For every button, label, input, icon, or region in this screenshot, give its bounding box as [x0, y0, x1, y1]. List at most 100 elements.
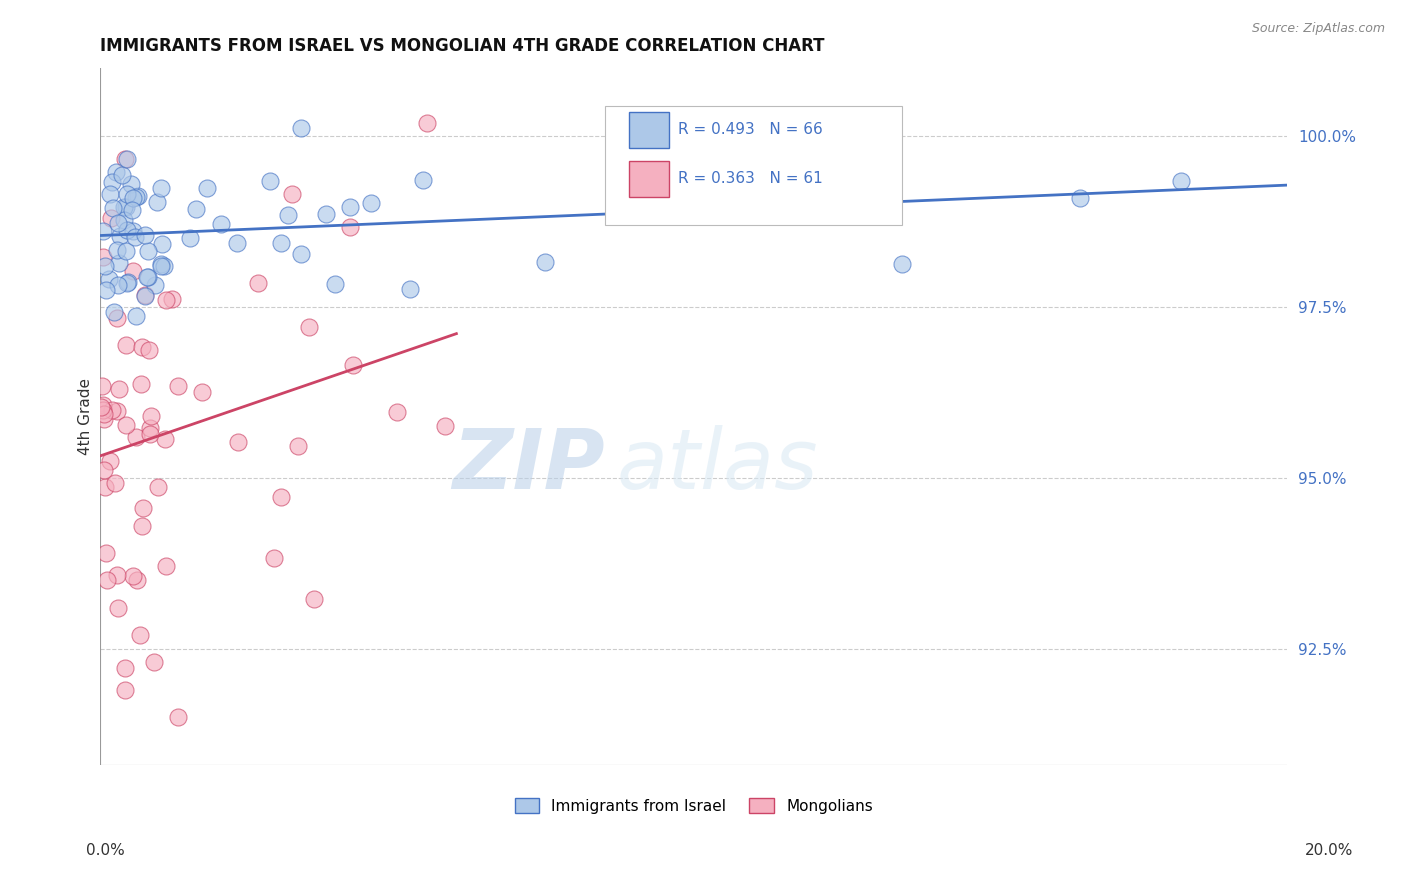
Point	[195, 181, 218, 195]
Point	[120, 177, 142, 191]
Point	[150, 236, 173, 251]
Text: ZIP: ZIP	[453, 425, 605, 506]
Point	[139, 421, 162, 435]
Point	[131, 340, 153, 354]
Point	[339, 200, 361, 214]
Point	[155, 558, 177, 573]
Point	[146, 194, 169, 209]
Point	[100, 211, 122, 226]
Point	[226, 434, 249, 449]
Point	[134, 289, 156, 303]
FancyBboxPatch shape	[628, 112, 669, 148]
Point	[105, 404, 128, 418]
Legend: Immigrants from Israel, Mongolians: Immigrants from Israel, Mongolians	[509, 792, 879, 820]
Point	[263, 551, 285, 566]
Point	[105, 243, 128, 257]
Point	[1170, 174, 1192, 188]
Point	[91, 250, 114, 264]
Text: 20.0%: 20.0%	[1305, 843, 1353, 857]
Text: R = 0.363   N = 61: R = 0.363 N = 61	[678, 171, 823, 186]
Text: atlas: atlas	[617, 425, 818, 506]
Point	[107, 567, 129, 582]
Point	[125, 310, 148, 324]
Point	[143, 656, 166, 670]
Point	[277, 208, 299, 222]
Point	[104, 475, 127, 490]
Point	[110, 168, 132, 182]
Point	[94, 283, 117, 297]
Point	[270, 490, 292, 504]
Point	[115, 152, 138, 166]
Point	[94, 546, 117, 560]
Point	[385, 404, 408, 418]
Point	[108, 228, 131, 243]
Point	[136, 244, 159, 258]
FancyBboxPatch shape	[628, 161, 669, 197]
Point	[138, 343, 160, 357]
Point	[742, 117, 765, 131]
Point	[191, 385, 214, 400]
Point	[98, 187, 121, 202]
Point	[150, 260, 173, 274]
Point	[141, 409, 163, 424]
Text: IMMIGRANTS FROM ISRAEL VS MONGOLIAN 4TH GRADE CORRELATION CHART: IMMIGRANTS FROM ISRAEL VS MONGOLIAN 4TH …	[100, 37, 825, 55]
Point	[105, 165, 128, 179]
Point	[105, 311, 128, 326]
Point	[114, 153, 136, 167]
Point	[101, 175, 124, 189]
Point	[890, 257, 912, 271]
Point	[124, 430, 146, 444]
Point	[98, 454, 121, 468]
Point	[304, 591, 326, 606]
Point	[101, 201, 124, 215]
Point	[121, 223, 143, 237]
Point	[280, 186, 302, 201]
Point	[101, 403, 124, 417]
Point	[112, 200, 135, 214]
Point	[91, 224, 114, 238]
Point	[415, 115, 437, 129]
Text: 0.0%: 0.0%	[86, 843, 125, 857]
Point	[360, 195, 382, 210]
Point	[433, 418, 456, 433]
Point	[129, 628, 152, 642]
Point	[259, 174, 281, 188]
Point	[90, 400, 112, 414]
Point	[134, 227, 156, 242]
Point	[98, 272, 121, 286]
Point	[131, 376, 153, 391]
Point	[179, 231, 201, 245]
Point	[160, 292, 183, 306]
Point	[115, 417, 138, 432]
Point	[114, 337, 136, 351]
Point	[115, 200, 138, 214]
Point	[124, 230, 146, 244]
Point	[342, 358, 364, 372]
Point	[290, 121, 312, 136]
Point	[91, 398, 114, 412]
Point	[93, 411, 115, 425]
Point	[114, 661, 136, 675]
Point	[125, 190, 148, 204]
Point	[96, 574, 118, 588]
Point	[112, 212, 135, 227]
Point	[148, 480, 170, 494]
Point	[125, 574, 148, 588]
Point	[107, 600, 129, 615]
Point	[134, 287, 156, 301]
Point	[139, 427, 162, 442]
Point	[107, 216, 129, 230]
Point	[143, 278, 166, 293]
Point	[167, 710, 190, 724]
Point	[127, 189, 149, 203]
Point	[114, 244, 136, 259]
Text: Source: ZipAtlas.com: Source: ZipAtlas.com	[1251, 22, 1385, 36]
Point	[652, 209, 675, 223]
Point	[122, 191, 145, 205]
Point	[315, 207, 337, 221]
Point	[93, 463, 115, 477]
Point	[121, 202, 143, 217]
Point	[103, 305, 125, 319]
Point	[246, 276, 269, 290]
Point	[117, 275, 139, 289]
